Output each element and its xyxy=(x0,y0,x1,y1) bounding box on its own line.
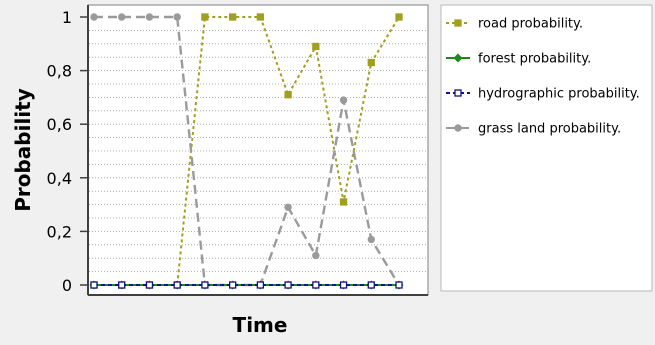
y-tick-label: 0,4 xyxy=(47,169,72,188)
data-point xyxy=(367,235,375,244)
data-point xyxy=(201,281,209,289)
data-point xyxy=(339,281,348,289)
data-point xyxy=(256,13,265,21)
legend-label: forest probability. xyxy=(478,52,591,67)
legend-marker xyxy=(454,19,462,27)
data-point xyxy=(90,13,98,21)
data-point xyxy=(284,91,292,99)
data-point xyxy=(173,281,181,289)
data-point xyxy=(395,13,403,21)
plot-area xyxy=(87,4,429,296)
legend-entry: grass land probability. xyxy=(446,122,621,137)
data-point xyxy=(284,281,292,289)
legend-label: grass land probability. xyxy=(478,122,621,137)
data-point xyxy=(90,281,98,289)
data-point xyxy=(312,42,320,51)
legend-label: road probability. xyxy=(478,17,583,32)
data-point xyxy=(173,13,181,21)
legend xyxy=(440,4,653,292)
data-point xyxy=(312,281,320,289)
legend-marker xyxy=(454,89,462,97)
data-point xyxy=(256,281,265,289)
y-tick-label: 1 xyxy=(62,8,72,27)
data-point xyxy=(339,198,348,206)
x-axis-label: Time xyxy=(233,313,288,337)
data-point xyxy=(145,281,154,289)
series-hydrographic-probability xyxy=(90,281,403,289)
data-point xyxy=(145,13,154,21)
y-tick-label: 0,8 xyxy=(47,62,72,81)
data-point xyxy=(367,281,375,289)
legend-entry: forest probability. xyxy=(446,52,591,67)
legend-entry: hydrographic probability. xyxy=(446,87,640,102)
y-tick-label: 0,2 xyxy=(47,222,72,241)
data-point xyxy=(228,13,237,21)
data-point xyxy=(395,281,403,289)
data-point xyxy=(312,251,320,260)
series-layer xyxy=(89,13,404,290)
legend-marker xyxy=(454,124,462,132)
y-axis-label: Probability xyxy=(11,88,35,212)
y-tick-label: 0 xyxy=(62,276,72,295)
grid xyxy=(89,29,427,273)
legend-entry: road probability. xyxy=(446,17,583,32)
axes: 0 0,2 0,4 0,6 0,8 1 xyxy=(47,5,428,296)
y-tick-label: 0,6 xyxy=(47,115,72,134)
data-point xyxy=(367,58,375,67)
legend-marker xyxy=(453,53,463,63)
data-point xyxy=(284,203,292,211)
legend-label: hydrographic probability. xyxy=(478,87,640,102)
data-point xyxy=(118,13,126,21)
data-point xyxy=(339,96,348,104)
data-point xyxy=(201,13,209,21)
data-point xyxy=(228,281,237,289)
data-point xyxy=(118,281,126,289)
legend-entries: road probability. forest probability. hydr… xyxy=(446,17,640,137)
